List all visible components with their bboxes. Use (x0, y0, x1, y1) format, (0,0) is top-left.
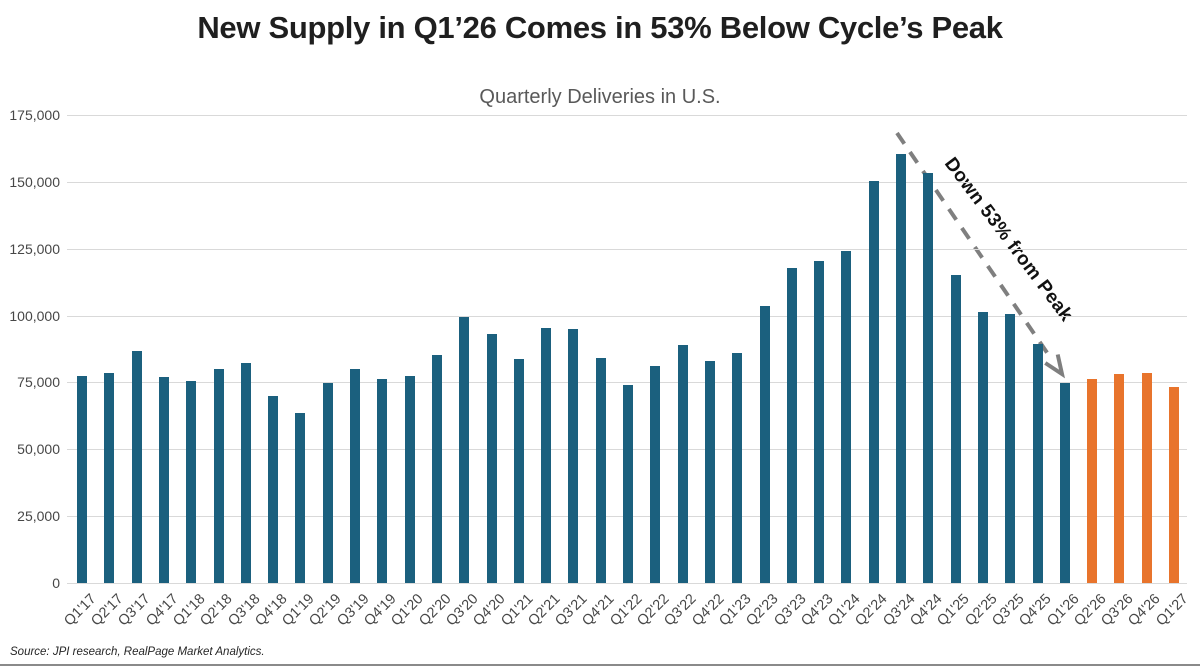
bar-Q4'17 (158, 377, 169, 583)
bar-Q2'24 (868, 181, 879, 583)
bar-Q3'26 (1114, 374, 1125, 583)
bar-Q2'22 (650, 365, 661, 583)
bar-Q1'24 (841, 250, 852, 583)
gridline-125000 (67, 248, 1187, 250)
bar-Q4'26 (1141, 373, 1152, 583)
bar-Q1'23 (732, 353, 743, 583)
bar-Q2'26 (1087, 378, 1098, 583)
bar-Q2'21 (541, 327, 552, 583)
bar-Q1'18 (186, 380, 197, 583)
bar-Q1'20 (404, 376, 415, 583)
bar-Q4'22 (704, 360, 715, 583)
bar-Q1'27 (1169, 386, 1179, 583)
bar-Q1'21 (513, 359, 524, 583)
bar-Q4'18 (268, 395, 279, 583)
source-note: Source: JPI research, RealPage Market An… (10, 646, 265, 658)
y-axis-label-100000: 100,000 (9, 307, 60, 324)
y-axis-label-125000: 125,000 (9, 240, 60, 257)
bar-Q4'24 (923, 173, 934, 583)
bar-Q2'20 (431, 354, 442, 583)
bar-Q1'25 (950, 275, 961, 583)
chart-subtitle: Quarterly Deliveries in U.S. (479, 86, 721, 108)
bar-Q4'21 (595, 357, 606, 583)
y-axis-label-0: 0 (52, 575, 60, 591)
bar-Q3'22 (677, 345, 688, 583)
bar-Q1'22 (623, 385, 633, 583)
y-axis-label-25000: 25,000 (17, 508, 60, 525)
y-axis-label-75000: 75,000 (17, 374, 60, 391)
bar-Q3'19 (350, 369, 360, 583)
bar-Q4'25 (1032, 343, 1043, 583)
bar-Q2'18 (213, 369, 224, 583)
bar-Q3'24 (896, 154, 906, 583)
y-axis-label-50000: 50,000 (17, 441, 60, 458)
bar-Q1'17 (77, 376, 87, 583)
bar-Q3'25 (1005, 314, 1016, 583)
bar-Q1'26 (1059, 382, 1070, 583)
bar-Q2'17 (104, 372, 115, 583)
y-axis-label-150000: 150,000 (9, 173, 60, 190)
gridline-100000 (67, 315, 1187, 317)
gridline-150000 (67, 181, 1187, 183)
chart-title: New Supply in Q1’26 Comes in 53% Below C… (197, 10, 1003, 45)
bar-Q2'23 (759, 305, 770, 583)
bar-Q1'19 (295, 413, 306, 583)
bar-Q3'17 (131, 350, 142, 583)
bar-Q2'19 (322, 383, 333, 583)
bar-Q3'21 (568, 329, 579, 583)
bar-Q3'20 (459, 317, 470, 583)
bar-Q4'20 (486, 334, 497, 583)
y-axis-label-175000: 175,000 (9, 107, 60, 123)
bar-Q4'19 (377, 379, 388, 583)
bar-Q2'25 (977, 312, 988, 583)
bar-Q3'18 (240, 363, 251, 583)
gridline-0 (67, 583, 1187, 584)
gridline-175000 (67, 115, 1187, 116)
gridline-75000 (67, 382, 1187, 384)
bar-Q4'23 (814, 261, 825, 583)
bar-Q3'23 (786, 267, 797, 583)
